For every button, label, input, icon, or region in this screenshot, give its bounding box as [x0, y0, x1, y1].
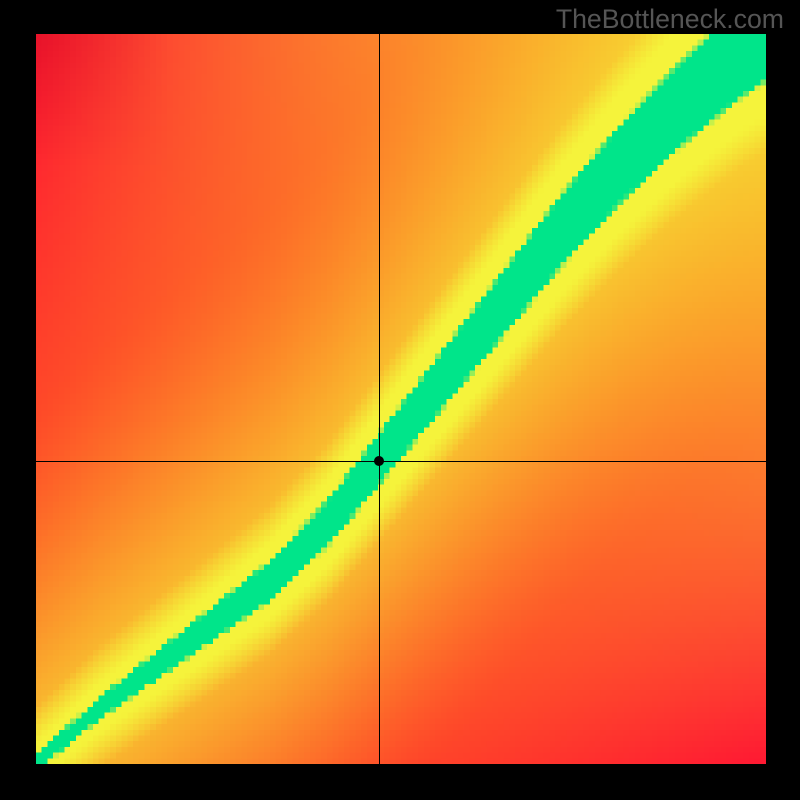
chart-container: TheBottleneck.com	[0, 0, 800, 800]
watermark-text: TheBottleneck.com	[556, 4, 784, 35]
bottleneck-heatmap	[36, 34, 766, 764]
crosshair-vertical	[379, 34, 380, 764]
crosshair-horizontal	[36, 461, 766, 462]
